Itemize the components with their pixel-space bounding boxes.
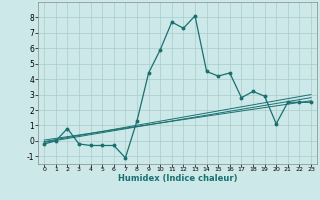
X-axis label: Humidex (Indice chaleur): Humidex (Indice chaleur) [118,174,237,183]
